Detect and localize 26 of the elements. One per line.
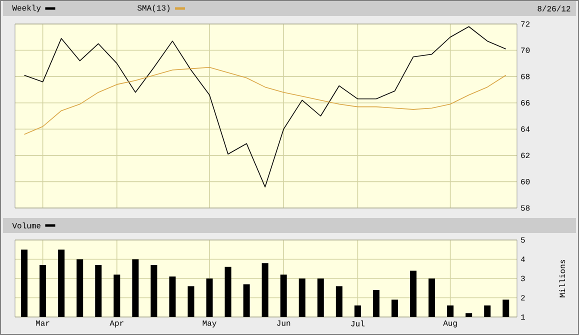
y-tick-label: 58 bbox=[521, 205, 530, 211]
y-tick-label: 2 bbox=[521, 295, 525, 300]
y-tick-label: 4 bbox=[520, 256, 525, 262]
line-series bbox=[24, 26, 506, 188]
text: 8/26/12 bbox=[538, 6, 570, 12]
x-tick-label: Aug bbox=[443, 320, 457, 328]
legend-label: Volume bbox=[12, 222, 40, 228]
y-tick-label: 62 bbox=[521, 152, 530, 158]
x-tick-label: Jul bbox=[351, 320, 364, 326]
y-tick-label: 68 bbox=[521, 74, 530, 80]
line-series bbox=[24, 66, 506, 135]
y-tick-label: 64 bbox=[521, 126, 530, 132]
y-tick-label: 66 bbox=[521, 100, 530, 106]
x-tick-label: Apr bbox=[110, 320, 124, 328]
legend-label: Weekly bbox=[12, 4, 41, 12]
x-tick-label: Mar bbox=[36, 320, 50, 326]
y-tick-label: 1 bbox=[521, 314, 525, 320]
y-tick-label: 70 bbox=[521, 48, 530, 53]
x-tick-label: May bbox=[202, 320, 216, 328]
y-tick-label: 5 bbox=[521, 237, 525, 243]
y-tick-label: 72 bbox=[521, 21, 530, 27]
legend-label: SMA(13) bbox=[138, 4, 170, 12]
y-tick-label: 3 bbox=[521, 276, 525, 282]
x-tick-label: Jun bbox=[277, 320, 290, 326]
y-tick-label: 60 bbox=[521, 178, 530, 184]
y-axis-title: Millions bbox=[559, 260, 566, 298]
